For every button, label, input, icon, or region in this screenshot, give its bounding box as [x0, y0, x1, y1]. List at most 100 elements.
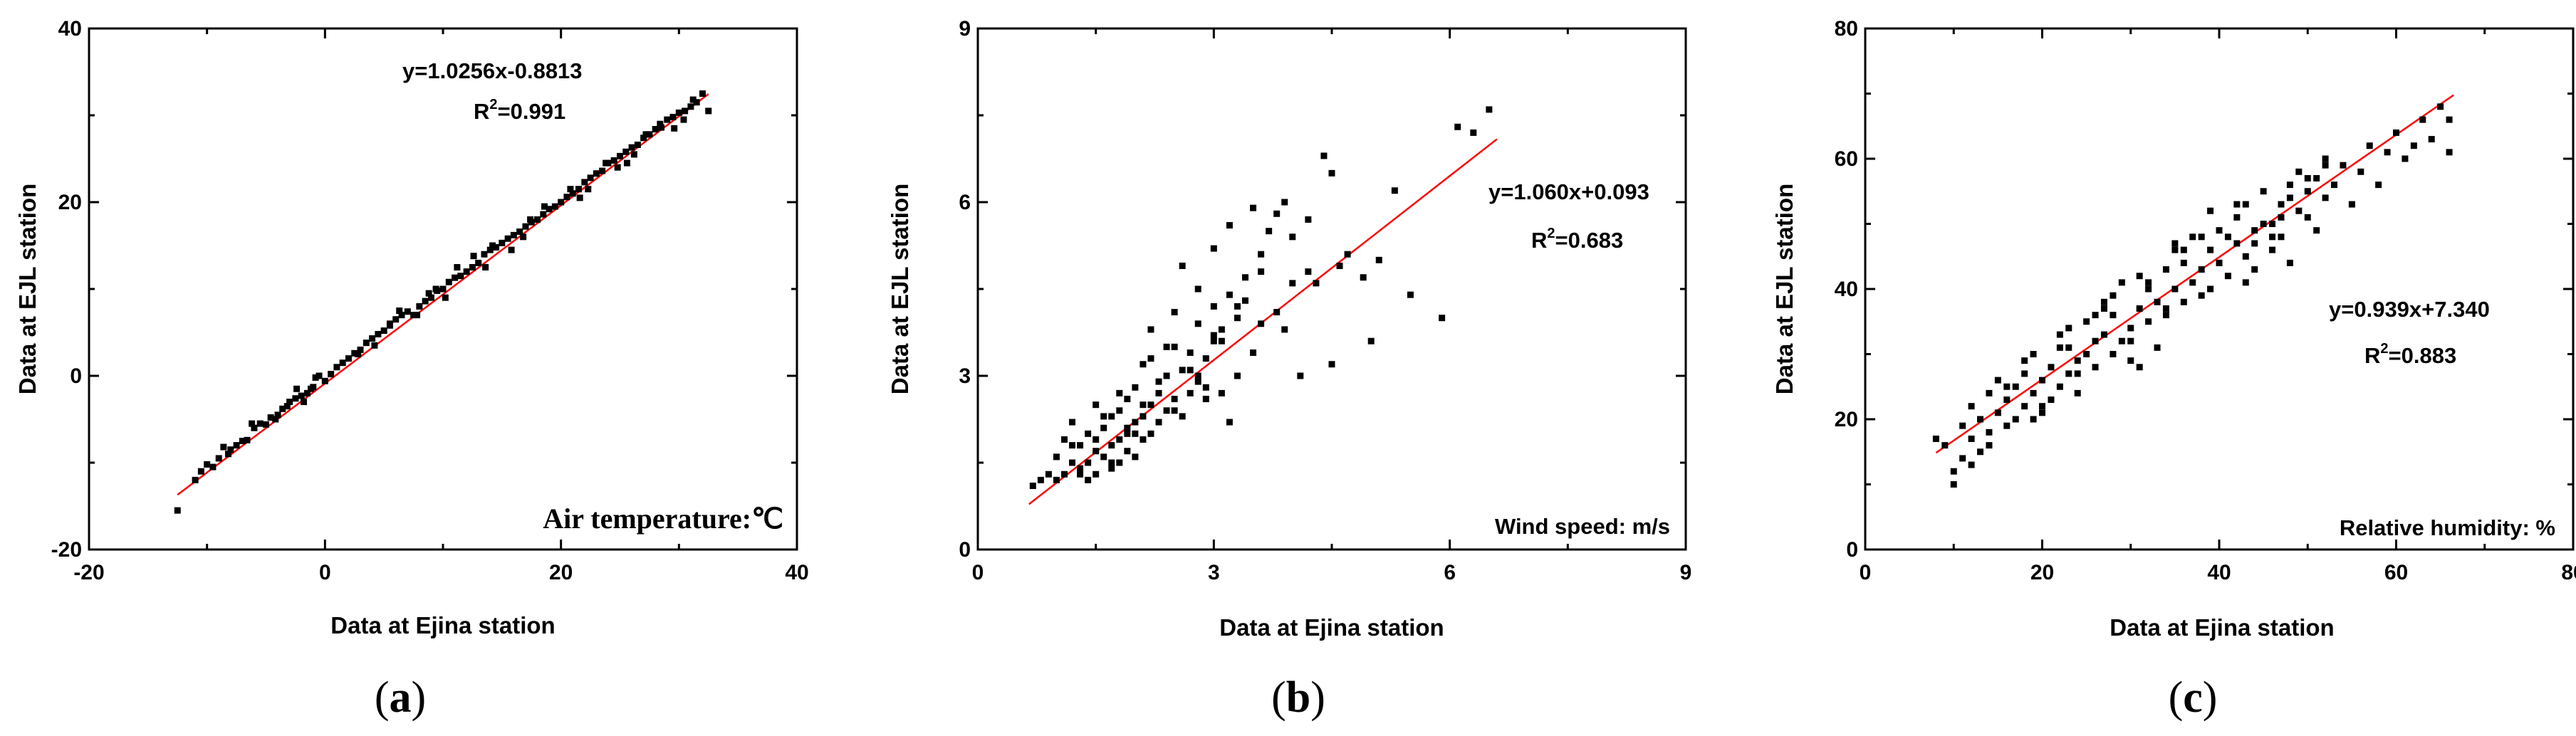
- data-point: [628, 144, 635, 151]
- data-point: [1210, 245, 1217, 252]
- data-point: [2136, 273, 2143, 280]
- data-point: [396, 307, 403, 314]
- data-point: [1391, 187, 1398, 194]
- r-squared-exponent: 2: [2380, 341, 2388, 357]
- data-point: [220, 443, 227, 451]
- data-point: [1258, 320, 1265, 327]
- panel-label-letter: c: [2183, 673, 2203, 722]
- data-point: [2083, 351, 2090, 357]
- data-point: [705, 107, 712, 115]
- data-point: [1313, 280, 1320, 287]
- data-point: [233, 442, 240, 449]
- data-point: [2233, 201, 2241, 208]
- data-point: [2260, 188, 2267, 195]
- data-point: [1210, 332, 1217, 339]
- data-point: [2039, 403, 2045, 410]
- data-point: [585, 186, 592, 193]
- data-point: [2295, 207, 2303, 214]
- data-point: [1210, 337, 1217, 345]
- data-point: [404, 308, 411, 315]
- data-point: [1273, 210, 1281, 217]
- data-point: [482, 264, 489, 270]
- data-point: [463, 268, 470, 275]
- data-point: [1140, 436, 1147, 443]
- y-tick-label: 60: [1835, 147, 1858, 171]
- data-point: [2242, 201, 2249, 208]
- data-point: [369, 335, 376, 342]
- data-point: [1328, 361, 1335, 368]
- data-point: [2074, 357, 2081, 364]
- data-point: [2127, 325, 2134, 332]
- data-point: [2154, 298, 2161, 305]
- data-point: [2171, 246, 2179, 253]
- data-point: [1132, 430, 1139, 437]
- data-point: [1454, 123, 1461, 130]
- regression-equation: y=1.060x+0.093: [1488, 179, 1649, 204]
- data-point: [640, 135, 647, 142]
- data-point: [1950, 468, 1957, 475]
- variable-label: Relative humidity: %: [2340, 515, 2555, 540]
- data-point: [671, 125, 678, 132]
- data-point: [541, 203, 548, 210]
- data-point: [1968, 435, 1975, 442]
- data-point: [2021, 403, 2028, 410]
- x-tick-labels: 0 20 40 60 80: [1860, 561, 2576, 584]
- y-tick-label: 6: [959, 191, 971, 214]
- data-point: [2074, 370, 2081, 377]
- data-point: [1179, 262, 1186, 269]
- data-point: [1155, 419, 1162, 426]
- data-point: [499, 239, 506, 246]
- data-point: [2331, 182, 2338, 189]
- data-point: [587, 174, 594, 182]
- r-squared-label: R2=0.991: [474, 97, 565, 124]
- data-point: [581, 179, 588, 186]
- data-point: [486, 246, 494, 253]
- data-point: [2402, 155, 2409, 162]
- data-point: [1045, 470, 1052, 478]
- data-point: [682, 107, 689, 115]
- data-point: [546, 206, 553, 213]
- r-squared-value: =0.683: [1555, 228, 1624, 253]
- r-squared-value: =0.883: [2389, 343, 2457, 368]
- data-point: [1266, 228, 1273, 235]
- data-point: [567, 186, 574, 193]
- data-point: [197, 468, 204, 475]
- data-point: [1250, 349, 1257, 356]
- data-point: [227, 446, 234, 453]
- data-point: [493, 243, 500, 251]
- data-point: [301, 399, 308, 406]
- data-point: [1147, 355, 1154, 362]
- data-point: [192, 476, 199, 483]
- data-point: [1108, 465, 1115, 472]
- data-point: [623, 159, 630, 167]
- data-point: [1116, 389, 1123, 396]
- data-point: [2260, 221, 2267, 227]
- data-point: [1053, 453, 1060, 461]
- data-point: [2278, 214, 2285, 221]
- data-point: [1108, 413, 1115, 420]
- data-point: [2242, 253, 2249, 260]
- data-point: [1069, 442, 1076, 449]
- x-tick-label: 40: [785, 561, 808, 584]
- data-point: [2030, 416, 2037, 423]
- data-point: [652, 126, 659, 133]
- data-point: [2180, 298, 2187, 305]
- chart-panel-c: 0 20 40 60 80 0 20 40 60 80 y=0.939x+7.340 R2=0.…: [1771, 17, 2576, 722]
- data-point: [355, 351, 362, 357]
- chart-panel-a: -20 0 20 40 -20 0 20 40 y=1.0256x-0.8813 R2=0.…: [14, 17, 809, 722]
- y-axis-label: Data at EJL station: [14, 184, 41, 394]
- data-point: [1994, 409, 2001, 416]
- data-point: [1986, 442, 1993, 449]
- data-point: [657, 124, 664, 131]
- x-tick-label: 6: [1444, 561, 1456, 584]
- data-point: [1242, 297, 1249, 304]
- data-point: [1132, 419, 1139, 426]
- data-point: [657, 120, 664, 127]
- data-point: [2198, 292, 2205, 299]
- data-point: [2180, 246, 2187, 253]
- data-point: [1187, 389, 1194, 396]
- data-point: [1470, 129, 1477, 136]
- data-point: [689, 96, 697, 103]
- data-point: [1179, 413, 1186, 420]
- data-point: [363, 340, 370, 347]
